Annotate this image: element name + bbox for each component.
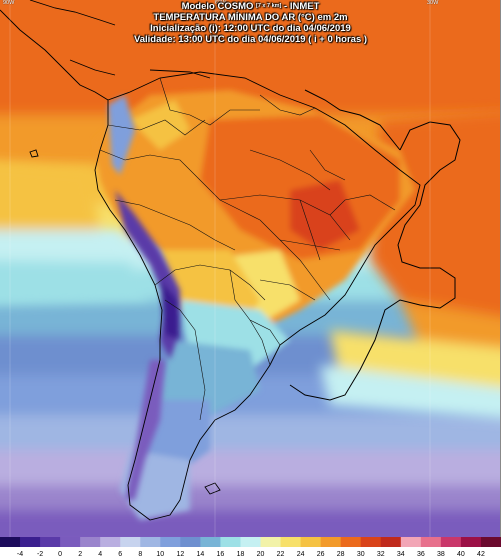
colorbar-swatch	[300, 537, 322, 547]
colorbar-swatch	[260, 537, 282, 547]
colorbar-tick-label: 14	[197, 551, 205, 558]
pacific-region	[0, 161, 150, 305]
colorbar-swatch	[100, 537, 121, 547]
colorbar-tick-label: 24	[297, 551, 305, 558]
colorbar-tick-label: 32	[377, 551, 385, 558]
colorbar-swatch	[340, 537, 362, 547]
longitude-label-3: 30W	[427, 0, 439, 6]
title-line-model: Modelo COSMO [7 x 7 km] - INMET	[0, 1, 500, 13]
colorbar-swatch	[280, 537, 302, 547]
colorbar-swatch	[480, 537, 501, 547]
colorbar-swatch	[200, 537, 221, 547]
country-borders	[99, 77, 396, 421]
colorbar-swatch	[60, 537, 81, 547]
colorbar-tick-label: 2	[78, 551, 82, 558]
colorbar-tick-label: 40	[457, 551, 465, 558]
colorbar-tick-label: 6	[118, 551, 122, 558]
colorbar-swatch	[40, 537, 61, 547]
colorbar-swatch	[0, 537, 21, 547]
colorbar-swatch	[400, 537, 422, 547]
colorbar-swatch	[140, 537, 161, 547]
colorbar-swatch	[420, 537, 442, 547]
colorbar-swatch	[80, 537, 101, 547]
model-resolution: [7 x 7 km]	[256, 3, 282, 9]
graticule	[9, 0, 431, 537]
colorbar-swatch	[240, 537, 262, 547]
colorbar-svg: -4 -2 0 2 4 6 8 10 12 14 16 18 20 22 24 26 28 30 32 34 36 38 4…	[0, 537, 501, 558]
longitude-label-1: 90W	[3, 0, 15, 6]
colorbar-tick-label: -4	[17, 551, 23, 558]
title-variable: TEMPERATURA MÍNIMA DO AR (°C) em 2m	[153, 12, 348, 24]
colorbar-tick-label: 26	[317, 551, 325, 558]
colorbar-tick-label: 4	[98, 551, 102, 558]
continent-temperature	[95, 90, 415, 520]
colorbar-tick-label: 38	[437, 551, 445, 558]
colorbar-swatch	[180, 537, 201, 547]
colorbar-tick-label: 42	[477, 551, 485, 558]
colorbar-tick-label: 0	[58, 551, 62, 558]
longitude-label-2: 60W	[215, 0, 227, 6]
colorbar-swatch	[440, 537, 462, 547]
colorbar-swatch	[160, 537, 181, 547]
temperature-map: 90W 60W 30W Modelo COSMO [7 x 7 km] - IN…	[0, 0, 501, 537]
colorbar-tick-label: 16	[217, 551, 225, 558]
colorbar-swatch	[120, 537, 141, 547]
colorbar-tick-label: 28	[337, 551, 345, 558]
colorbar-swatch	[360, 537, 382, 547]
colorbar-tick-label: 34	[397, 551, 405, 558]
maritime-area-outline	[289, 89, 461, 401]
title-validity: Validade: 13:00 UTC do dia 04/06/2019 ( …	[133, 34, 368, 46]
colorbar-swatch	[320, 537, 342, 547]
colorbar-swatch	[220, 537, 241, 547]
map-title-block: Modelo COSMO [7 x 7 km] - INMET TEMPERAT…	[0, 1, 500, 46]
colorbar-tick-label: 8	[138, 551, 142, 558]
colorbar-tick-label: -2	[37, 551, 43, 558]
colorbar-swatch	[20, 537, 41, 547]
andes-cold-band	[108, 95, 180, 500]
temperature-field	[0, 0, 500, 537]
temperature-colorbar: -4 -2 0 2 4 6 8 10 12 14 16 18 20 22 24 26 28 30 32 34 36 38 4…	[0, 537, 501, 558]
title-initialization: Inicialização (i): 12:00 UTC do dia 04/0…	[150, 23, 351, 35]
colorbar-tick-label: 36	[417, 551, 425, 558]
colorbar-tick-label: 22	[277, 551, 285, 558]
model-name: Modelo COSMO	[181, 1, 254, 13]
colorbar-tick-label: 30	[357, 551, 365, 558]
colorbar-tick-label: 18	[237, 551, 245, 558]
colorbar-tick-label: 12	[176, 551, 184, 558]
colorbar-swatch	[460, 537, 482, 547]
colorbar-tick-label: 20	[257, 551, 265, 558]
colorbar-tick-label: 10	[156, 551, 164, 558]
model-agency: - INMET	[284, 1, 320, 13]
colorbar-swatch	[380, 537, 402, 547]
